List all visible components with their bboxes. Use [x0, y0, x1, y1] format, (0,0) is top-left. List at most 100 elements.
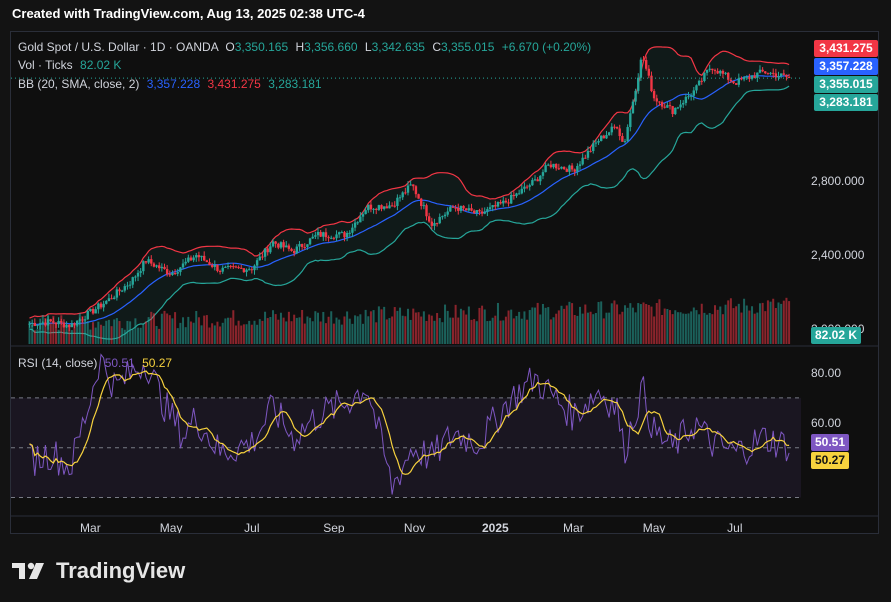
- candle-body: [277, 243, 280, 248]
- candle-body: [443, 214, 447, 217]
- volume-bar: [359, 314, 362, 344]
- candle-body: [322, 232, 325, 237]
- volume-bar: [695, 310, 698, 344]
- candle-body: [292, 250, 296, 254]
- volume-bar: [409, 319, 412, 344]
- volume-bar: [332, 323, 335, 344]
- tradingview-brand[interactable]: TradingView: [12, 556, 185, 586]
- candle-body: [544, 165, 547, 173]
- volume-bar: [290, 321, 293, 344]
- volume-bar: [375, 322, 378, 344]
- candle-body: [361, 214, 365, 217]
- volume-bar: [573, 315, 576, 344]
- candle-body: [324, 232, 328, 238]
- volume-bar: [89, 329, 92, 344]
- volume-bar: [245, 324, 248, 344]
- volume-bar: [756, 312, 759, 344]
- bb-legend[interactable]: BB (20, SMA, close, 2) 3,357.228 3,431.2…: [18, 77, 322, 91]
- volume-bar: [182, 317, 185, 344]
- volume-bar: [536, 302, 539, 344]
- candle-body: [465, 208, 468, 211]
- candle-body: [208, 262, 211, 266]
- volume-bar: [414, 312, 417, 344]
- candle-body: [139, 271, 142, 273]
- candle-body: [705, 69, 709, 73]
- volume-bar: [576, 315, 579, 344]
- candle-body: [94, 309, 97, 314]
- candle-body: [385, 206, 389, 209]
- volume-bar: [454, 304, 457, 344]
- candle-body: [78, 319, 82, 321]
- candle-body: [240, 267, 243, 269]
- candle-body: [102, 303, 105, 308]
- chart-canvas[interactable]: 2,000.0002,400.0002,800.00060.0080.00Mar…: [11, 32, 879, 534]
- volume-bar: [179, 322, 182, 344]
- candle-body: [618, 128, 621, 137]
- candle-body: [420, 198, 423, 206]
- candle-body: [144, 261, 148, 263]
- candle-body: [668, 105, 672, 107]
- rsi-legend[interactable]: RSI (14, close) 50.51 50.27: [18, 356, 172, 370]
- volume-bar: [592, 314, 595, 344]
- volume-bar: [719, 306, 722, 344]
- volume-bar: [729, 298, 732, 344]
- volume-bar: [102, 325, 105, 344]
- symbol-legend[interactable]: Gold Spot / U.S. Dollar · 1D · OANDA O3,…: [18, 40, 591, 54]
- volume-bar: [478, 307, 481, 344]
- candle-body: [160, 266, 164, 269]
- candle-body: [316, 231, 320, 236]
- candle-body: [737, 78, 741, 85]
- candle-body: [195, 255, 198, 258]
- volume-bar: [158, 328, 161, 344]
- candle-body: [766, 73, 770, 75]
- candle-body: [118, 289, 121, 292]
- candle-body: [517, 193, 521, 195]
- candle-body: [496, 202, 500, 207]
- candle-body: [422, 205, 426, 207]
- ohlc-low-label: L: [364, 40, 372, 54]
- rsi-ma-price-tag: 50.27: [811, 452, 849, 469]
- candle-body: [287, 245, 291, 249]
- volume-bar: [438, 318, 441, 344]
- volume-bar: [60, 315, 63, 344]
- candle-body: [200, 255, 203, 258]
- volume-bar: [269, 317, 272, 344]
- candle-body: [28, 323, 31, 325]
- candle-body: [769, 72, 772, 74]
- volume-legend[interactable]: Vol · Ticks 82.02 K: [18, 58, 121, 72]
- volume-bar: [250, 324, 253, 344]
- candle-body: [427, 216, 431, 222]
- volume-bar: [618, 314, 621, 344]
- candle-body: [409, 184, 412, 186]
- volume-bar: [142, 323, 145, 344]
- volume-bar: [692, 307, 695, 344]
- volume-bar: [97, 321, 100, 344]
- volume-bar: [295, 317, 298, 344]
- volume-bar: [740, 312, 743, 344]
- candle-body: [263, 248, 267, 257]
- candle-body: [615, 126, 619, 129]
- volume-bar: [393, 307, 396, 344]
- volume-value: 82.02 K: [80, 58, 122, 72]
- volume-bar: [301, 309, 304, 344]
- volume-bar: [682, 313, 685, 344]
- volume-bar: [430, 315, 433, 344]
- candle-body: [586, 150, 590, 158]
- candle-body: [525, 186, 529, 188]
- chart-panel[interactable]: 2,000.0002,400.0002,800.00060.0080.00Mar…: [10, 31, 879, 534]
- volume-bar: [70, 330, 73, 344]
- volume-bar: [753, 313, 756, 344]
- candle-body: [700, 80, 703, 82]
- candle-body: [425, 205, 428, 217]
- candle-body: [282, 242, 285, 248]
- volume-bar: [372, 310, 375, 344]
- candle-body: [613, 126, 616, 128]
- volume-bar: [581, 313, 584, 344]
- volume-bar: [322, 311, 325, 344]
- candle-body: [396, 197, 399, 206]
- candle-body: [298, 244, 301, 247]
- chart-caption: Created with TradingView.com, Aug 13, 20…: [12, 6, 365, 21]
- volume-bar: [203, 315, 206, 344]
- candle-body: [86, 310, 89, 320]
- candle-body: [446, 211, 449, 215]
